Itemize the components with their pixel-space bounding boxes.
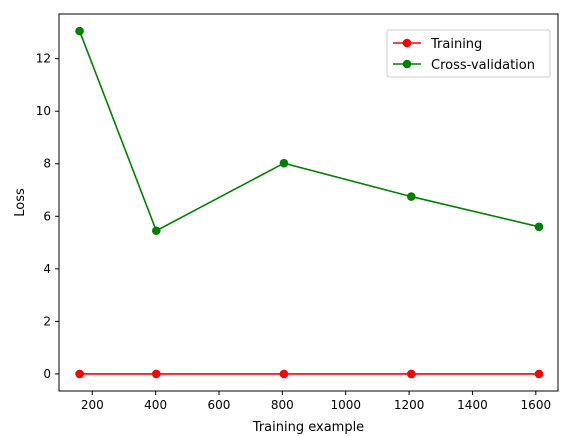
x-axis: 200 400 600 800 1000 1200 1400 1600: [81, 391, 551, 412]
y-tick-label: 8: [43, 157, 51, 171]
x-tick-label: 1600: [521, 398, 552, 412]
y-tick-label: 6: [43, 209, 51, 223]
y-tick-label: 0: [43, 367, 51, 381]
x-tick-label: 1200: [394, 398, 425, 412]
legend-item: Training: [393, 37, 482, 52]
y-tick-label: 12: [36, 52, 51, 66]
legend-label: Cross-validation: [431, 58, 535, 73]
x-tick-label: 400: [144, 398, 167, 412]
legend-marker: [402, 59, 412, 69]
legend-item: Cross-validation: [393, 58, 535, 73]
y-tick-label: 4: [43, 262, 51, 276]
y-axis: 0 2 4 6 8 10 12: [36, 52, 59, 381]
plot-frame: [58, 13, 559, 392]
legend-marker: [402, 38, 412, 48]
data-point: [75, 369, 84, 379]
y-tick-label: 2: [43, 314, 51, 328]
y-axis-label: Loss: [13, 188, 28, 217]
data-point: [75, 26, 84, 36]
series-1: [75, 26, 544, 236]
legend: Training Cross-validation: [386, 29, 551, 78]
data-point: [279, 158, 289, 168]
data-point: [407, 192, 416, 201]
data-point: [407, 369, 416, 379]
x-tick-label: 1400: [457, 398, 488, 412]
series-0: [75, 369, 544, 379]
legend-box: [386, 29, 551, 78]
data-point: [151, 226, 161, 236]
data-point: [534, 222, 544, 232]
series-layer: [75, 26, 544, 379]
data-point: [279, 369, 289, 379]
x-tick-label: 800: [271, 398, 294, 412]
x-tick-label: 200: [81, 398, 104, 412]
legend-label: Training: [430, 37, 482, 52]
x-tick-label: 1000: [330, 398, 361, 412]
data-point: [151, 369, 161, 379]
y-tick-label: 10: [36, 104, 51, 118]
x-tick-label: 600: [208, 398, 231, 412]
data-point: [534, 369, 544, 379]
x-axis-label: Training example: [252, 420, 364, 435]
